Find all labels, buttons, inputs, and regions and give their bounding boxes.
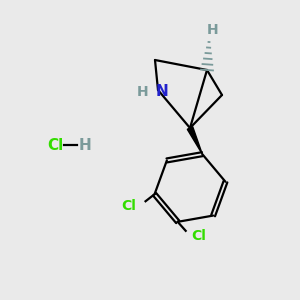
- Text: H: H: [79, 137, 92, 152]
- Polygon shape: [187, 127, 202, 154]
- Text: Cl: Cl: [192, 229, 207, 243]
- Text: H: H: [207, 23, 219, 37]
- Text: N: N: [156, 85, 169, 100]
- Text: Cl: Cl: [47, 137, 63, 152]
- Text: Cl: Cl: [122, 199, 136, 213]
- Text: H: H: [136, 85, 148, 99]
